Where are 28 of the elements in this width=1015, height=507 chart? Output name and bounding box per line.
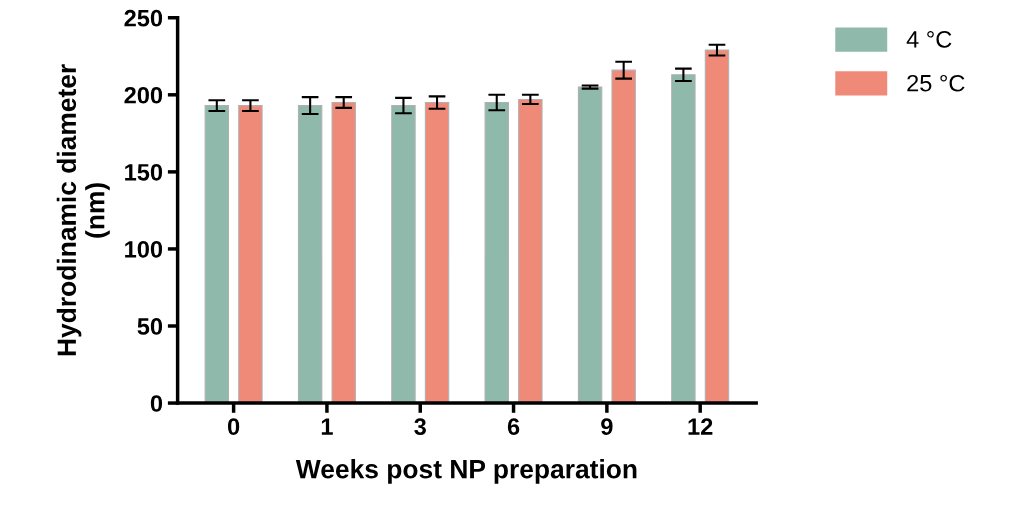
- x-axis-title: Weeks post NP preparation: [295, 459, 637, 484]
- x-tick-label: 6: [507, 418, 520, 435]
- y-tick-label: 50: [137, 318, 163, 335]
- x-tick-label: 9: [601, 418, 613, 435]
- bar: [704, 49, 730, 404]
- bar: [424, 101, 450, 404]
- bar: [238, 105, 263, 404]
- bar: [484, 101, 509, 404]
- legend-label: 4 °C: [906, 31, 952, 48]
- y-axis-title: Hydrodinamic diameter (nm): [56, 64, 110, 356]
- bar: [391, 105, 416, 404]
- y-tick-label: 200: [124, 86, 163, 104]
- y-tick-label: 0: [150, 395, 163, 412]
- bar: [577, 86, 603, 404]
- bar: [204, 105, 230, 404]
- y-tick-label: 250: [124, 9, 163, 27]
- bar: [671, 74, 696, 404]
- bar: [297, 105, 323, 404]
- bar: [518, 98, 543, 404]
- bar: [611, 69, 636, 404]
- x-tick-label: 3: [414, 418, 426, 436]
- x-tick-label: 12: [688, 418, 713, 435]
- legend-label: 25 °C: [907, 74, 965, 92]
- y-tick-label: 100: [125, 241, 163, 258]
- bar: [331, 101, 356, 404]
- y-tick-label: 150: [125, 163, 163, 181]
- x-tick-label: 1: [321, 418, 333, 435]
- x-tick-label: 0: [227, 418, 240, 435]
